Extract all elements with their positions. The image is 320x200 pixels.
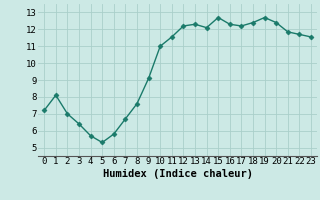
- X-axis label: Humidex (Indice chaleur): Humidex (Indice chaleur): [103, 169, 252, 179]
